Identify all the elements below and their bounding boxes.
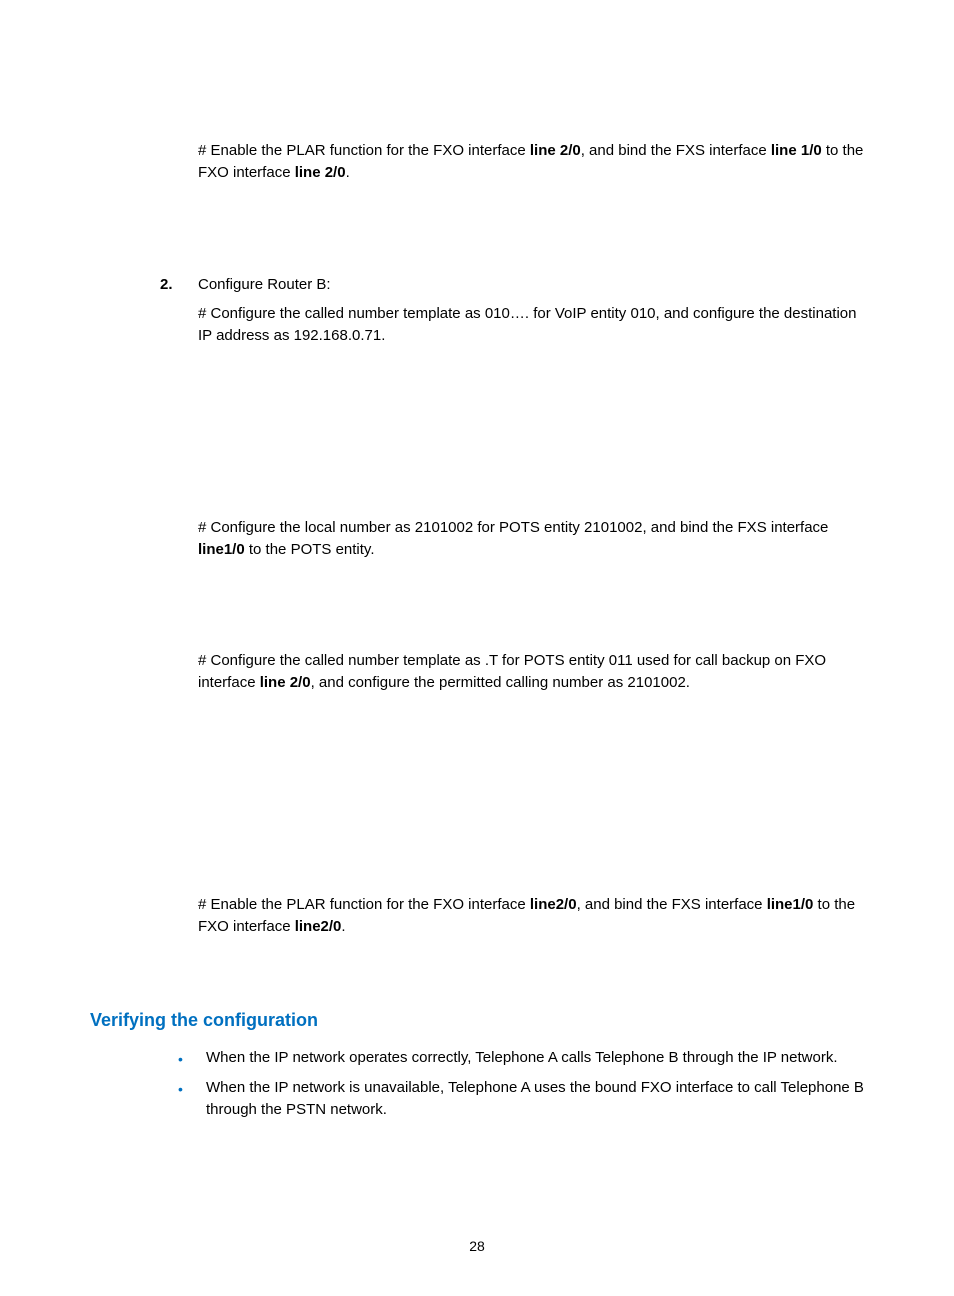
- step-content: Configure Router B: # Configure the call…: [198, 274, 864, 357]
- text-span: .: [341, 918, 345, 935]
- bold-span: line 1/0: [771, 142, 822, 159]
- bold-span: line1/0: [198, 541, 245, 558]
- paragraph-text: # Enable the PLAR function for the FXO i…: [198, 140, 864, 184]
- text-span: # Enable the PLAR function for the FXO i…: [198, 896, 530, 913]
- bold-span: line1/0: [767, 896, 814, 913]
- step-2-row: 2. Configure Router B: # Configure the c…: [160, 274, 864, 357]
- bold-span: line 2/0: [530, 142, 581, 159]
- text-span: .: [346, 164, 350, 181]
- bold-span: line 2/0: [260, 674, 311, 691]
- bullet-list: When the IP network operates correctly, …: [90, 1047, 864, 1120]
- paragraph-text: # Configure the local number as 2101002 …: [198, 517, 864, 561]
- text-span: # Configure the local number as 2101002 …: [198, 519, 828, 536]
- paragraph-text: # Configure the called number template a…: [198, 650, 864, 694]
- step-title: Configure Router B:: [198, 274, 864, 296]
- paragraph-block: # Configure the called number template a…: [198, 650, 864, 694]
- intro-paragraph: # Enable the PLAR function for the FXO i…: [198, 140, 864, 184]
- paragraph-text: # Enable the PLAR function for the FXO i…: [198, 894, 864, 938]
- text-span: , and bind the FXS interface: [577, 896, 767, 913]
- text-span: # Enable the PLAR function for the FXO i…: [198, 142, 530, 159]
- text-span: , and configure the permitted calling nu…: [311, 674, 690, 691]
- text-span: , and bind the FXS interface: [581, 142, 771, 159]
- paragraph-block: # Enable the PLAR function for the FXO i…: [198, 894, 864, 938]
- bold-span: line2/0: [530, 896, 577, 913]
- document-page: # Enable the PLAR function for the FXO i…: [0, 0, 954, 1296]
- bold-span: line2/0: [295, 918, 342, 935]
- section-heading: Verifying the configuration: [90, 1007, 864, 1033]
- bold-span: line 2/0: [295, 164, 346, 181]
- list-item: When the IP network operates correctly, …: [158, 1047, 864, 1069]
- list-item: When the IP network is unavailable, Tele…: [158, 1077, 864, 1121]
- paragraph-text: # Configure the called number template a…: [198, 303, 864, 347]
- step-number: 2.: [160, 274, 198, 357]
- page-number: 28: [0, 1236, 954, 1256]
- text-span: to the POTS entity.: [245, 541, 375, 558]
- paragraph-block: # Configure the local number as 2101002 …: [198, 517, 864, 561]
